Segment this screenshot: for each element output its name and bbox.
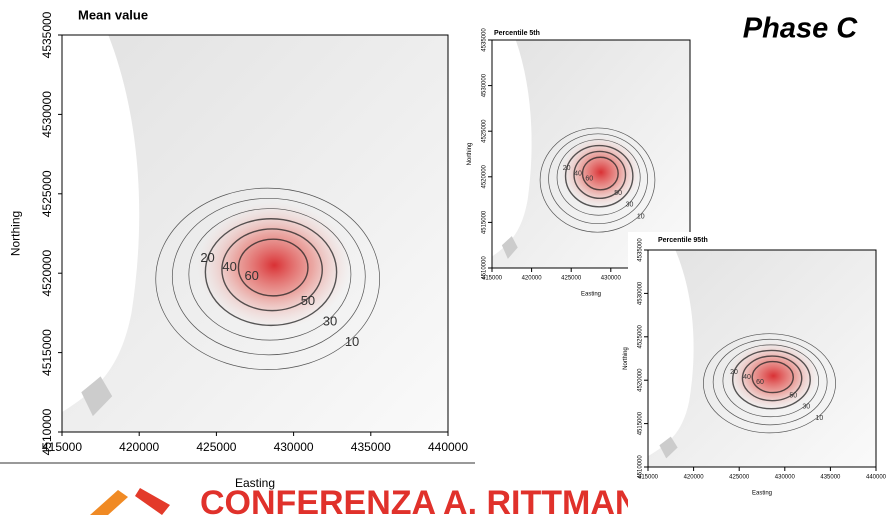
y-axis-label: Northing (9, 211, 23, 256)
x-tick-label: 440000 (866, 475, 887, 481)
y-tick-label: 4510000 (482, 256, 488, 280)
y-tick-label: 4520000 (482, 164, 488, 188)
contour-label: 40 (574, 170, 582, 177)
x-tick-label: 435000 (351, 440, 391, 454)
y-tick-label: 4515000 (40, 329, 54, 376)
x-tick-label: 430000 (775, 475, 796, 481)
contour-label: 60 (244, 268, 258, 283)
contour-label: 50 (789, 393, 797, 400)
footer-logo (90, 488, 170, 515)
contour-label: 60 (756, 379, 764, 386)
contour-label: 10 (345, 334, 359, 349)
y-tick-label: 4535000 (40, 11, 54, 58)
x-tick-label: 425000 (561, 276, 582, 282)
x-axis-label: Easting (235, 476, 275, 490)
x-tick-label: 430000 (601, 276, 622, 282)
contour-label: 50 (614, 190, 622, 197)
contour-label: 30 (626, 202, 634, 209)
y-tick-label: 4525000 (638, 324, 644, 348)
x-tick-label: 425000 (196, 440, 236, 454)
y-tick-label: 4510000 (638, 455, 644, 479)
y-tick-label: 4530000 (482, 73, 488, 97)
x-tick-label: 420000 (119, 440, 159, 454)
y-tick-label: 4525000 (40, 170, 54, 217)
contour-label: 60 (585, 176, 593, 183)
x-tick-label: 430000 (274, 440, 314, 454)
y-tick-label: 4520000 (638, 368, 644, 392)
x-tick-label: 425000 (729, 475, 750, 481)
x-axis-label: Easting (752, 490, 772, 496)
contour-label: 30 (323, 313, 337, 328)
chart-title: Percentile 5th (494, 30, 540, 37)
y-tick-label: 4515000 (482, 210, 488, 234)
y-tick-label: 4535000 (638, 238, 644, 262)
contour-label: 30 (802, 404, 810, 411)
contour-label: 40 (743, 374, 751, 381)
contour-label: 10 (815, 415, 823, 422)
x-tick-label: 420000 (684, 475, 705, 481)
contour-label: 10 (637, 213, 645, 220)
hotspot (197, 202, 351, 329)
y-axis-label: Northing (467, 143, 473, 166)
y-axis-label: Northing (623, 347, 629, 370)
x-tick-label: 440000 (428, 440, 468, 454)
y-tick-label: 4530000 (638, 281, 644, 305)
y-tick-label: 4530000 (40, 91, 54, 138)
y-tick-label: 4525000 (482, 119, 488, 143)
y-tick-label: 4515000 (638, 411, 644, 435)
x-axis-label: Easting (581, 291, 601, 297)
slide: Phase C CONFERENZA A. RITTMAN 1020304050… (0, 0, 888, 515)
chart-title: Mean value (78, 7, 148, 22)
chart-title: Percentile 95th (658, 237, 708, 244)
y-tick-label: 4535000 (482, 28, 488, 52)
x-tick-label: 435000 (820, 475, 841, 481)
x-tick-label: 420000 (522, 276, 543, 282)
y-tick-label: 4510000 (40, 408, 54, 455)
contour-label: 50 (301, 293, 315, 308)
contour-label: 40 (222, 259, 236, 274)
y-tick-label: 4520000 (40, 250, 54, 297)
slide-title: Phase C (743, 13, 858, 45)
